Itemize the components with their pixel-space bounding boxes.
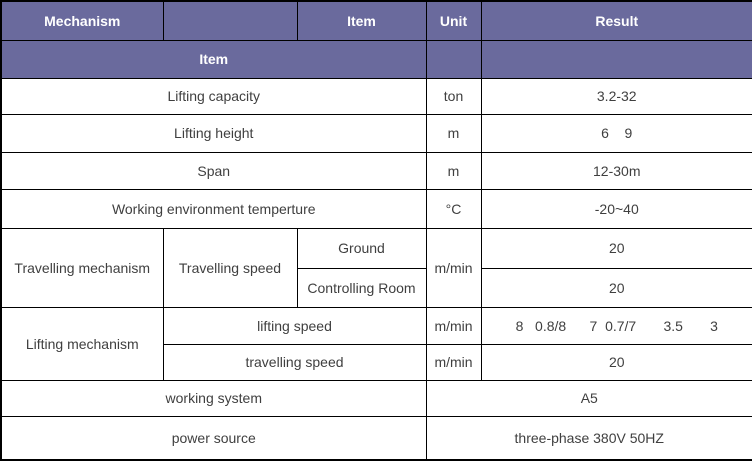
span-result: 12-30m [480,151,752,190]
lifting-height-unit: m [425,113,482,153]
row-lifting-height: Lifting height m 6 9 [0,113,752,153]
working-environment-result: -20~40 [480,188,752,229]
power-source-label: power source [0,415,427,461]
col-header-result: Result [480,0,752,41]
row-lifting-capacity: Lifting capacity ton 3.2-32 [0,77,752,115]
working-system-label: working system [0,379,427,417]
lifting-height-label: Lifting height [0,113,427,153]
col-header-unit: Unit [425,0,482,41]
travelling-speed-label: Travelling speed [162,227,298,308]
subheader-row: Item [0,39,752,79]
row-span: Span m 12-30m [0,151,752,190]
subheader-item: Item [0,39,427,79]
lifting-mechanism-label: Lifting mechanism [0,306,164,381]
controlling-room-label: Controlling Room [296,267,427,308]
header-row: Mechanism Item Unit Result [0,0,752,41]
row-working-system: working system A5 [0,379,752,417]
travelling-ground-result: 20 [480,227,752,269]
row-power-source: power source three-phase 380V 50HZ [0,415,752,461]
lifting-capacity-result: 3.2-32 [480,77,752,115]
subheader-unit-blank [425,39,482,79]
travelling-mechanism-label: Travelling mechanism [0,227,164,308]
row-lifting-speed: Lifting mechanism lifting speed m/min 8 … [0,306,752,381]
row-travelling-controlling-room: Controlling Room 20 [1,267,752,308]
travelling-ground-label: Ground [296,227,427,269]
span-label: Span [0,151,427,190]
row-working-environment: Working environment temperture °C -20~40 [0,188,752,229]
lifting-capacity-unit: ton [425,77,482,115]
lifting-speed-unit: m/min [425,306,482,345]
subheader-result-blank [480,39,752,79]
lifting-speed-label: lifting speed [162,306,427,345]
travelling-unit: m/min [425,227,482,308]
working-system-result: A5 [425,379,752,417]
lifting-speed-result: 8 0.8/8 7 0.7/7 3.5 3 [480,306,752,345]
span-unit: m [425,151,482,190]
controlling-room-result: 20 [480,267,752,308]
col-header-item: Item [296,0,427,41]
row-travelling-ground: Travelling mechanism Travelling speed Gr… [0,227,752,308]
lifting-height-result: 6 9 [480,113,752,153]
lifting-travelling-speed-result: 20 [480,343,752,381]
lifting-capacity-label: Lifting capacity [0,77,427,115]
col-header-mechanism: Mechanism [0,0,164,41]
lifting-travelling-speed-label: travelling speed [162,343,427,381]
power-source-result: three-phase 380V 50HZ [425,415,752,461]
col-header-blank [162,0,298,41]
working-environment-label: Working environment temperture [0,188,427,229]
lifting-travelling-speed-unit: m/min [425,343,482,381]
working-environment-unit: °C [425,188,482,229]
